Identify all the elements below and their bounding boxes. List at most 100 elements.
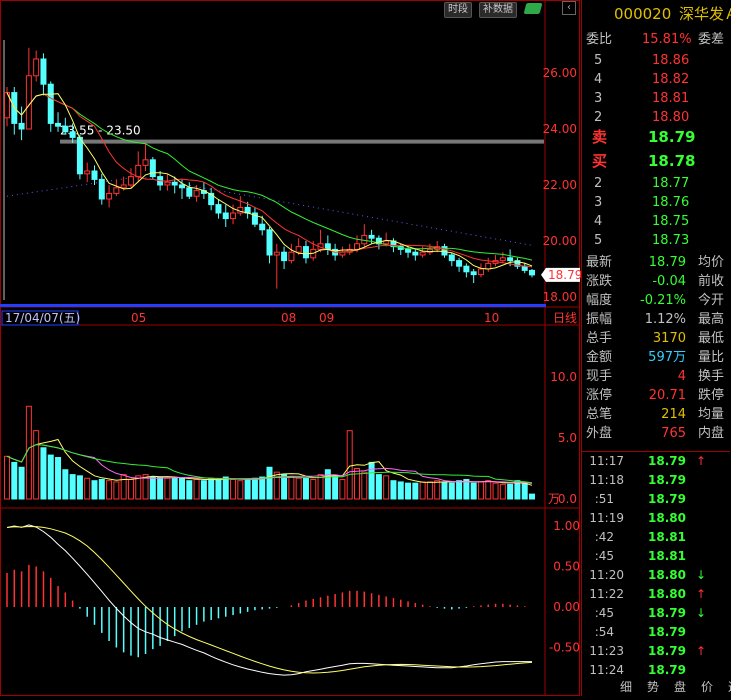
period-label: 日线 (553, 311, 577, 325)
sell-level-1: 卖 18.79 (584, 128, 730, 147)
macd-axis-label: 0.00 (553, 600, 580, 614)
collapse-icon[interactable]: ‹ (562, 1, 576, 15)
candle (383, 240, 390, 245)
candle (273, 251, 280, 256)
candle (40, 58, 47, 85)
volume-bar (200, 480, 207, 500)
stat-label: 金额 (586, 350, 613, 365)
volume-bar (529, 493, 535, 500)
stat-value: 1.12% (644, 312, 686, 327)
volume-bar (69, 474, 76, 500)
stat-row: 现手 4 换手 (584, 367, 730, 386)
stat-value: 3170 (652, 331, 686, 346)
tick-time: 11:22 (589, 587, 624, 601)
candle (419, 251, 426, 256)
volume-bar (507, 483, 514, 500)
month-label: 09 (319, 311, 334, 325)
candle (499, 257, 506, 262)
stat-row: 总手 3170 最低 (584, 329, 730, 348)
candle (456, 260, 463, 267)
tick-row: :54 18.79 (582, 623, 728, 642)
volume-bar (426, 481, 433, 500)
tick-time: 11:17 (589, 454, 624, 468)
candle (171, 181, 178, 186)
volume-bar (40, 447, 47, 500)
tick-time: 11:24 (589, 663, 624, 677)
tick-row: :42 18.81 (582, 528, 728, 547)
stat-value: -0.21% (640, 293, 686, 308)
month-label: 08 (281, 311, 296, 325)
volume-bar (368, 461, 375, 500)
bottom-tab[interactable]: 这 (728, 678, 731, 695)
volume-bar (295, 477, 302, 500)
tick-time: 11:23 (589, 644, 624, 658)
stat-value: 20.71 (648, 388, 686, 403)
tick-row: :51 18.79 (582, 490, 728, 509)
volume-bar (412, 482, 419, 500)
sell-level-2: 2 18.80 (584, 108, 730, 127)
stat-value: 4 (677, 369, 686, 384)
candle (412, 251, 419, 256)
volume-bar (149, 476, 156, 500)
candle (361, 234, 368, 245)
volume-bar (164, 477, 171, 500)
tick-row: 11:24 18.79 (582, 661, 728, 680)
volume-bar (419, 481, 426, 500)
price: 18.73 (652, 233, 690, 248)
refresh-icon[interactable] (523, 3, 543, 14)
tick-time: :42 (594, 530, 614, 544)
price-axis-label: 22.00 (543, 178, 577, 192)
volume-bar (477, 481, 484, 500)
dif-line (6, 524, 532, 676)
tick-price: 18.79 (648, 473, 686, 487)
candle (91, 170, 98, 180)
volume-bar (120, 474, 127, 500)
candle (106, 192, 113, 200)
tick-list[interactable]: 11:17 18.79 ↑ 11:18 18.79:51 18.79 11:19 18.80:… (582, 451, 730, 680)
kline-chart-area[interactable]: 26.00 24.00 22.00 20.00 18.00 日线 23.55 - 23.50… (0, 0, 582, 696)
timeshare-button[interactable]: 时段 (444, 2, 472, 18)
stat-value: 214 (661, 407, 686, 422)
stat-label: 总笔 (586, 407, 613, 422)
bottom-tab[interactable]: 势 (647, 680, 660, 694)
stat-label-right: 最高 (698, 312, 725, 327)
volume-bar (324, 469, 331, 500)
tick-arrow-icon: ↑ (696, 644, 707, 658)
candle (295, 246, 302, 253)
kline-svg[interactable]: 26.00 24.00 22.00 20.00 18.00 日线 23.55 - 23.50… (0, 0, 582, 696)
stat-label-right: 跌停 (698, 388, 725, 403)
price: 18.82 (652, 72, 690, 87)
ma20-line (6, 92, 533, 261)
level-label: 2 (594, 176, 603, 191)
tick-time: :54 (594, 625, 614, 639)
stat-row: 最新 18.79 均价 (584, 253, 730, 272)
volume-bar (346, 430, 353, 500)
bottom-tab[interactable]: 盘 (674, 680, 687, 694)
candle (47, 83, 54, 124)
macd-axis-label: -0.50 (549, 641, 580, 655)
buy1-price: 18.78 (648, 152, 696, 170)
stat-row: 涨停 20.71 跌停 (584, 386, 730, 405)
candle (69, 131, 76, 138)
stat-row: 外盘 765 内盘 (584, 424, 730, 443)
stat-label: 最新 (586, 255, 613, 270)
candle (354, 243, 360, 250)
volume-bar (193, 478, 200, 500)
volume-bar (98, 478, 105, 500)
stat-row: 振幅 1.12% 最高 (584, 310, 730, 329)
stock-name: 深华发Ａ (679, 5, 731, 23)
stat-label-right: 均价 (698, 255, 725, 270)
candle (368, 234, 375, 239)
supplement-data-button[interactable]: 补数据 (479, 2, 517, 18)
candle (441, 246, 448, 256)
bottom-tab[interactable]: 细 (620, 680, 633, 694)
volume-bar (91, 480, 98, 500)
candle (149, 159, 156, 178)
bottom-tab[interactable]: 价 (701, 680, 714, 694)
stat-label: 总手 (586, 331, 613, 346)
stat-label-right: 内盘 (698, 426, 725, 441)
candle (339, 251, 346, 256)
volume-bar (383, 475, 390, 500)
month-label: 05 (131, 311, 146, 325)
stat-value: 597万 (648, 350, 686, 365)
